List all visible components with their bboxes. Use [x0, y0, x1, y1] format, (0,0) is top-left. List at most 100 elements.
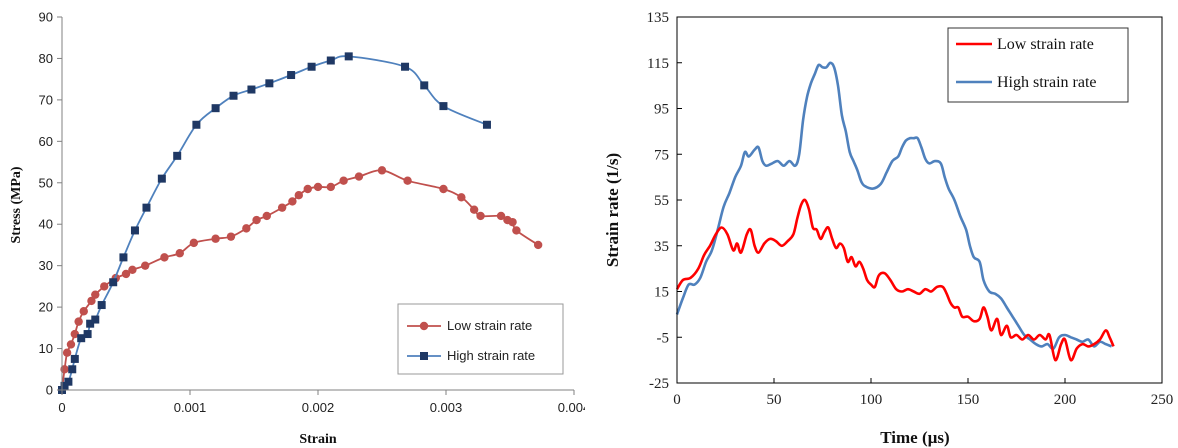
- data-point-low: [377, 166, 387, 175]
- data-point-low: [121, 269, 131, 279]
- data-point-high: [83, 330, 92, 339]
- data-point-high: [91, 315, 100, 324]
- x-tick-label: 0.004: [558, 400, 585, 415]
- data-point-high: [247, 85, 256, 94]
- data-point-high: [307, 62, 316, 71]
- y-tick-label: 10: [39, 341, 53, 356]
- y-tick-label: 135: [647, 10, 670, 26]
- data-point-low: [469, 205, 479, 214]
- data-point-high: [86, 319, 95, 328]
- data-point-low: [439, 184, 448, 194]
- legend: Low strain rate High strain rate: [947, 27, 1129, 103]
- y-tick-label: 15: [654, 285, 669, 301]
- data-point-low: [288, 197, 297, 206]
- legend: Low strain rate High strain rate: [397, 303, 564, 375]
- data-point-low: [189, 238, 199, 248]
- data-point-low: [70, 329, 80, 339]
- y-tick-label: 60: [39, 134, 53, 149]
- x-tick-label: 150: [957, 392, 980, 408]
- data-point-high: [229, 91, 238, 100]
- data-point-low: [91, 290, 100, 299]
- legend-box: [947, 27, 1129, 103]
- data-point-low: [262, 211, 271, 221]
- data-point-low: [87, 296, 96, 306]
- x-tick-label: 0.002: [302, 400, 335, 415]
- y-tick-label: 115: [647, 56, 669, 72]
- data-point-high: [130, 226, 139, 235]
- y-tick-label: -5: [657, 330, 670, 346]
- data-point-high: [439, 102, 448, 111]
- y-tick-label: 20: [39, 300, 53, 315]
- legend-label-low: Low strain rate: [447, 318, 532, 333]
- x-tick-label: 250: [1151, 392, 1174, 408]
- data-point-high: [326, 56, 335, 65]
- data-point-low: [175, 249, 184, 258]
- y-tick-label: 80: [39, 51, 53, 66]
- y-tick-label: 70: [39, 92, 53, 107]
- y-tick-label: 95: [654, 102, 669, 118]
- data-point-low: [457, 193, 466, 202]
- data-point-low: [303, 184, 312, 194]
- data-point-low: [403, 176, 412, 185]
- data-point-low: [476, 211, 485, 221]
- series-line-high: [675, 61, 1113, 351]
- data-point-high: [142, 203, 151, 212]
- x-tick-label: 0: [673, 392, 681, 408]
- y-tick-label: 0: [46, 383, 53, 398]
- data-point-low: [141, 261, 150, 270]
- data-point-high: [192, 120, 201, 129]
- x-tick-label: 50: [767, 392, 782, 408]
- data-point-low: [496, 211, 506, 221]
- data-point-high: [265, 79, 274, 88]
- legend-box: [397, 303, 564, 375]
- data-point-low: [277, 203, 287, 212]
- data-point-high: [173, 151, 182, 160]
- data-point-low: [100, 282, 109, 291]
- data-point-low: [74, 317, 83, 326]
- data-point-high: [70, 354, 79, 363]
- data-point-high: [60, 381, 69, 390]
- stress-strain-chart: 0 10 20 30 40 50 60 70 80 90 0 0.001 0.002 0.003 0.004…: [9, 10, 585, 448]
- data-point-low: [508, 217, 517, 227]
- x-tick-label: 100: [860, 392, 883, 408]
- y-tick-label: -25: [649, 376, 669, 392]
- data-point-high: [77, 334, 86, 343]
- legend-marker-high: [420, 352, 428, 360]
- data-point-high: [68, 365, 77, 374]
- data-point-low: [66, 340, 76, 349]
- data-point-low: [512, 226, 521, 235]
- data-point-low: [294, 191, 303, 200]
- x-axis-label: Strain: [299, 432, 337, 447]
- x-axis-label: Time (µs): [880, 428, 949, 447]
- legend-label-high: High strain rate: [997, 74, 1097, 91]
- y-tick-label: 35: [654, 239, 669, 255]
- data-point-low: [533, 240, 543, 250]
- data-point-high: [64, 377, 73, 386]
- y-tick-label: 50: [39, 175, 53, 190]
- data-point-low: [226, 232, 236, 241]
- y-tick-label: 30: [39, 258, 53, 273]
- y-axis-label: Strain rate (1/s): [603, 153, 622, 267]
- legend-label-high: High strain rate: [447, 348, 535, 363]
- data-point-low: [79, 307, 88, 316]
- data-point-low: [252, 215, 261, 225]
- data-point-high: [211, 104, 220, 113]
- data-point-high: [482, 120, 491, 129]
- x-tick-label: 0.003: [430, 400, 463, 415]
- strain-rate-time-chart: -25 -5 15 35 55 75 95 115 135 0 50 100 150 200 250 Tim…: [603, 10, 1174, 447]
- data-point-low: [313, 182, 323, 192]
- series-line-low: [675, 198, 1115, 362]
- data-point-low: [339, 176, 348, 185]
- data-point-high: [287, 71, 296, 80]
- y-tick-label: 75: [654, 147, 669, 163]
- data-point-low: [211, 234, 220, 243]
- legend-label-low: Low strain rate: [997, 36, 1094, 53]
- data-point-high: [157, 174, 166, 183]
- data-point-low: [326, 182, 335, 192]
- y-tick-label: 55: [654, 193, 669, 209]
- data-point-high: [401, 62, 410, 71]
- x-tick-label: 0: [58, 400, 65, 415]
- y-tick-label: 90: [39, 10, 53, 25]
- data-point-high: [344, 52, 353, 61]
- data-point-low: [242, 224, 251, 233]
